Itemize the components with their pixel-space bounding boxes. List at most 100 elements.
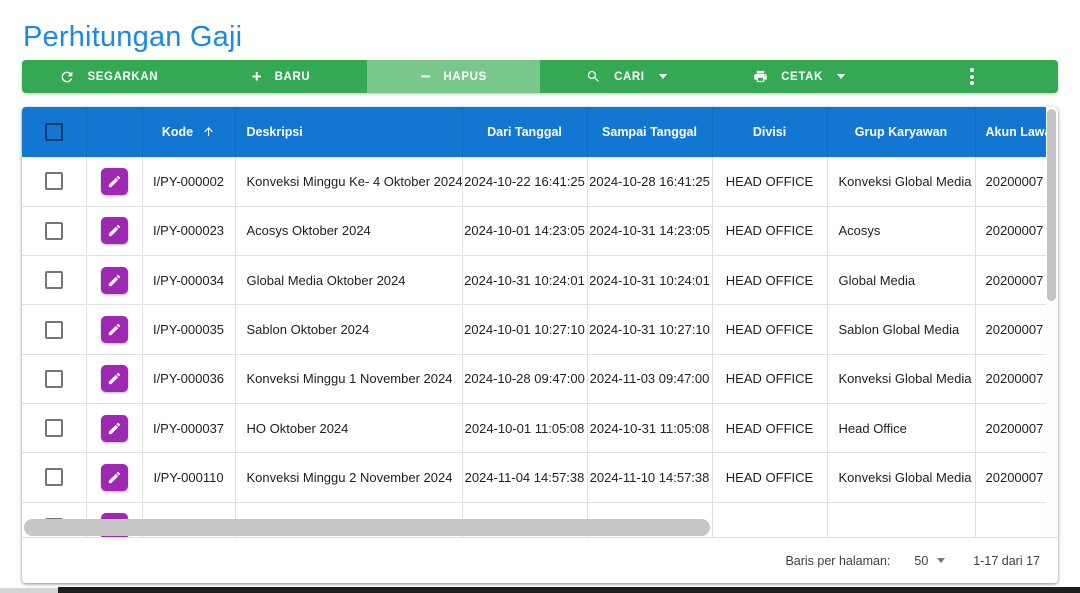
cell-sampai-tanggal: 2024-10-31 10:24:01: [587, 255, 713, 306]
cell-deskripsi: Konveksi Minggu 2 November 2024: [235, 452, 463, 503]
cell-deskripsi: Konveksi Minggu 1 November 2024: [235, 354, 463, 404]
table-row: I/PY-000037 HO Oktober 2024 2024-10-01 1…: [22, 403, 1058, 454]
delete-button[interactable]: − HAPUS: [367, 60, 541, 93]
table-header-row: Kode Deskripsi Dari Tanggal Sampai Tangg…: [22, 107, 1058, 157]
cell-kode: I/PY-000002: [142, 157, 236, 207]
edit-pencil-icon: [108, 225, 120, 237]
rows-per-page-label: Baris per halaman:: [785, 553, 891, 568]
cell-dari-tanggal: 2024-11-04 14:57:38: [462, 452, 588, 503]
header-select-all-cell: [22, 107, 87, 157]
print-button-label: CETAK: [781, 70, 823, 83]
edit-pencil-icon: [108, 323, 120, 336]
refresh-button-label: SEGARKAN: [87, 70, 159, 83]
cell-grup-karyawan: Acosys: [827, 206, 976, 257]
edit-row-button[interactable]: [100, 365, 128, 393]
cell-sampai-tanggal: 2024-10-31 10:27:10: [587, 304, 713, 355]
edit-pencil-icon: [108, 373, 120, 385]
pagination-bar: Baris per halaman: 50 1-17 dari 17: [22, 537, 1058, 583]
rows-per-page-value: 50: [914, 553, 929, 568]
more-options-button[interactable]: [885, 60, 1058, 93]
row-checkbox[interactable]: [44, 221, 63, 240]
cell-grup-karyawan: Konveksi Global Media: [827, 452, 976, 503]
cell-akun-lawan: 20200007 -: [975, 403, 1058, 454]
cell-sampai-tanggal: 2024-11-10 14:57:38: [587, 452, 713, 503]
cell-dari-tanggal: 2024-10-31 10:24:01: [462, 255, 588, 306]
cell-kode: I/PY-000037: [142, 403, 236, 454]
refresh-button[interactable]: SEGARKAN: [22, 60, 195, 93]
table-row: I/PY-000035 Sablon Oktober 2024 2024-10-…: [22, 304, 1058, 355]
column-header-divisi[interactable]: Divisi: [712, 107, 828, 157]
page-title: Perhitungan Gaji: [23, 21, 243, 53]
select-all-checkbox[interactable]: [44, 123, 63, 141]
cell-divisi: HEAD OFFICE: [712, 255, 828, 306]
new-button[interactable]: + BARU: [194, 60, 368, 93]
horizontal-scrollbar-thumb[interactable]: [24, 519, 710, 536]
cell-kode: I/PY-000034: [142, 255, 236, 306]
cell-grup-karyawan: Konveksi Global Media: [827, 354, 976, 404]
cell-grup-karyawan: Konveksi Global Media: [827, 157, 976, 207]
refresh-icon: [61, 71, 72, 82]
window-edge-light: [0, 588, 58, 593]
edit-pencil-icon: [108, 274, 120, 286]
delete-button-label: HAPUS: [443, 70, 487, 83]
cell-deskripsi: Konveksi Minggu Ke- 4 Oktober 2024: [235, 157, 463, 207]
cell-akun-lawan: 20200007 -: [975, 255, 1058, 306]
print-button[interactable]: CETAK: [712, 60, 886, 93]
table-row: I/PY-000002 Konveksi Minggu Ke- 4 Oktobe…: [22, 157, 1058, 207]
vertical-scrollbar-thumb[interactable]: [1047, 109, 1056, 301]
column-header-deskripsi[interactable]: Deskripsi: [235, 107, 463, 157]
cell-akun-lawan: 20200007 -: [975, 304, 1058, 355]
row-checkbox[interactable]: [44, 369, 63, 388]
new-button-label: BARU: [274, 70, 311, 83]
edit-row-button[interactable]: [100, 217, 128, 245]
cell-deskripsi: Sablon Oktober 2024: [235, 304, 463, 355]
column-header-sampai-tanggal[interactable]: Sampai Tanggal: [587, 107, 713, 157]
edit-pencil-icon: [108, 175, 120, 188]
row-checkbox[interactable]: [44, 172, 63, 191]
edit-row-button[interactable]: [100, 316, 128, 344]
column-header-label: Kode: [161, 125, 194, 139]
row-checkbox[interactable]: [44, 468, 63, 487]
vertical-scrollbar[interactable]: [1046, 107, 1058, 537]
edit-row-button[interactable]: [100, 167, 128, 195]
data-table-card: Kode Deskripsi Dari Tanggal Sampai Tangg…: [22, 107, 1058, 583]
sort-asc-icon: [204, 127, 213, 136]
cell-grup-karyawan: Head Office: [827, 403, 976, 454]
cell-grup-karyawan: Sablon Global Media: [827, 304, 976, 355]
cell-dari-tanggal: 2024-10-01 10:27:10: [462, 304, 588, 355]
cell-akun-lawan: 20200007 -: [975, 206, 1058, 257]
search-button-label: CARI: [614, 70, 645, 83]
cell-divisi: HEAD OFFICE: [712, 206, 828, 257]
rows-per-page-select[interactable]: 50: [914, 553, 946, 568]
edit-row-button[interactable]: [100, 266, 128, 294]
cell-divisi: HEAD OFFICE: [712, 403, 828, 454]
header-edit-cell: [86, 107, 143, 157]
edit-pencil-icon: [108, 471, 120, 484]
cell-sampai-tanggal: 2024-10-28 16:41:25: [587, 157, 713, 207]
cell-deskripsi: HO Oktober 2024: [235, 403, 463, 454]
column-header-akun-lawan[interactable]: Akun Lawan: [975, 107, 1058, 157]
table-row: I/PY-000034 Global Media Oktober 2024 20…: [22, 255, 1058, 306]
edit-row-button[interactable]: [100, 463, 128, 491]
column-header-dari-tanggal[interactable]: Dari Tanggal: [462, 107, 588, 157]
row-checkbox[interactable]: [44, 320, 63, 339]
search-button[interactable]: CARI: [540, 60, 713, 93]
cell-sampai-tanggal: 2024-10-31 14:23:05: [587, 206, 713, 257]
row-checkbox[interactable]: [44, 419, 63, 438]
edit-row-button[interactable]: [100, 414, 128, 442]
cell-grup-karyawan: Global Media: [827, 255, 976, 306]
column-header-grup-karyawan[interactable]: Grup Karyawan: [827, 107, 976, 157]
cell-sampai-tanggal: 2024-11-03 09:47:00: [587, 354, 713, 404]
cell-divisi: HEAD OFFICE: [712, 452, 828, 503]
cell-dari-tanggal: 2024-10-01 11:05:08: [462, 403, 588, 454]
row-checkbox[interactable]: [44, 271, 63, 290]
cell-deskripsi: Global Media Oktober 2024: [235, 255, 463, 306]
window-bottom-edge: [0, 587, 1080, 593]
column-header-kode[interactable]: Kode: [142, 107, 236, 157]
pagination-range: 1-17 dari 17: [973, 553, 1040, 568]
cell-sampai-tanggal: 2024-10-31 11:05:08: [587, 403, 713, 454]
table-row: I/PY-000036 Konveksi Minggu 1 November 2…: [22, 354, 1058, 404]
chevron-down-icon: [836, 74, 845, 79]
table-row: I/PY-000110 Konveksi Minggu 2 November 2…: [22, 452, 1058, 503]
edit-pencil-icon: [108, 422, 120, 434]
